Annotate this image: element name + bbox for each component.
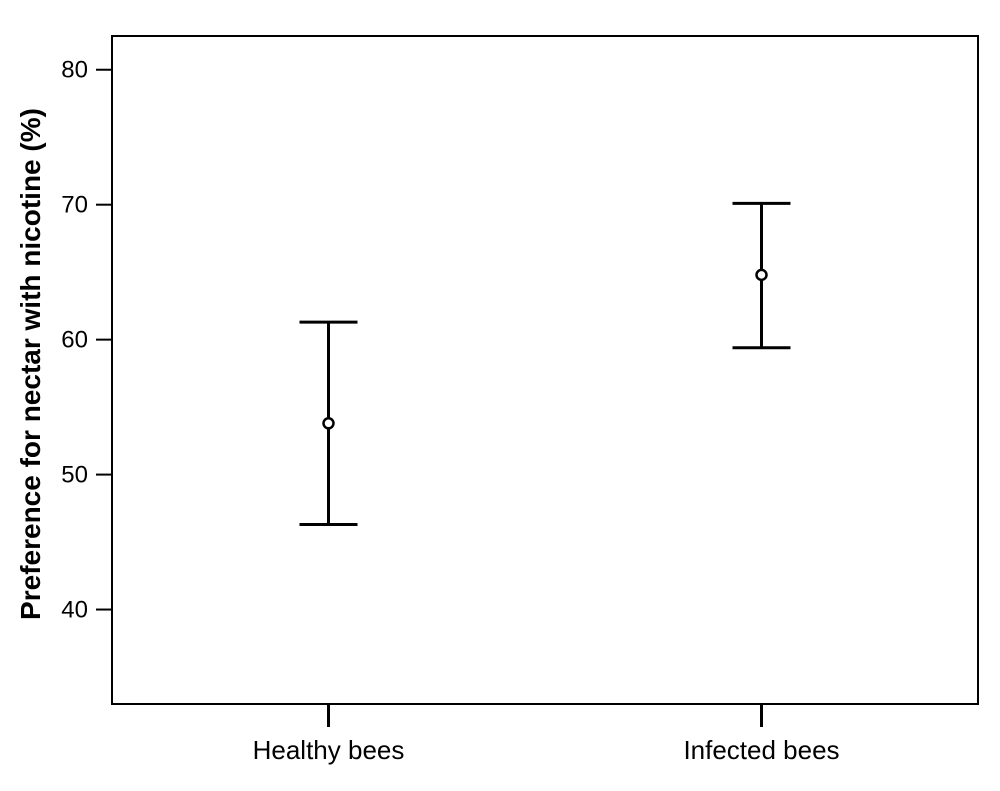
- mean-point: [322, 417, 335, 430]
- y-tick-label: 50: [61, 462, 88, 489]
- y-tick-label: 60: [61, 327, 88, 354]
- y-axis-title: Preference for nectar with nicotine (%): [15, 108, 46, 620]
- mean-point: [755, 268, 768, 282]
- x-category-label: Healthy bees: [253, 735, 405, 765]
- error-bar-group: [299, 320, 358, 527]
- plot-frame: [111, 35, 979, 705]
- error-bar-group: [732, 201, 791, 350]
- y-axis-ticks: 40 50 60 70 80: [61, 57, 112, 624]
- y-tick-label: 80: [61, 57, 88, 84]
- x-category-label: Infected bees: [683, 735, 839, 765]
- error-bar-series: [299, 201, 791, 527]
- y-tick-label: 40: [61, 597, 88, 624]
- x-axis-ticks: Healthy bees Infected bees: [253, 704, 840, 765]
- y-tick-label: 70: [61, 192, 88, 219]
